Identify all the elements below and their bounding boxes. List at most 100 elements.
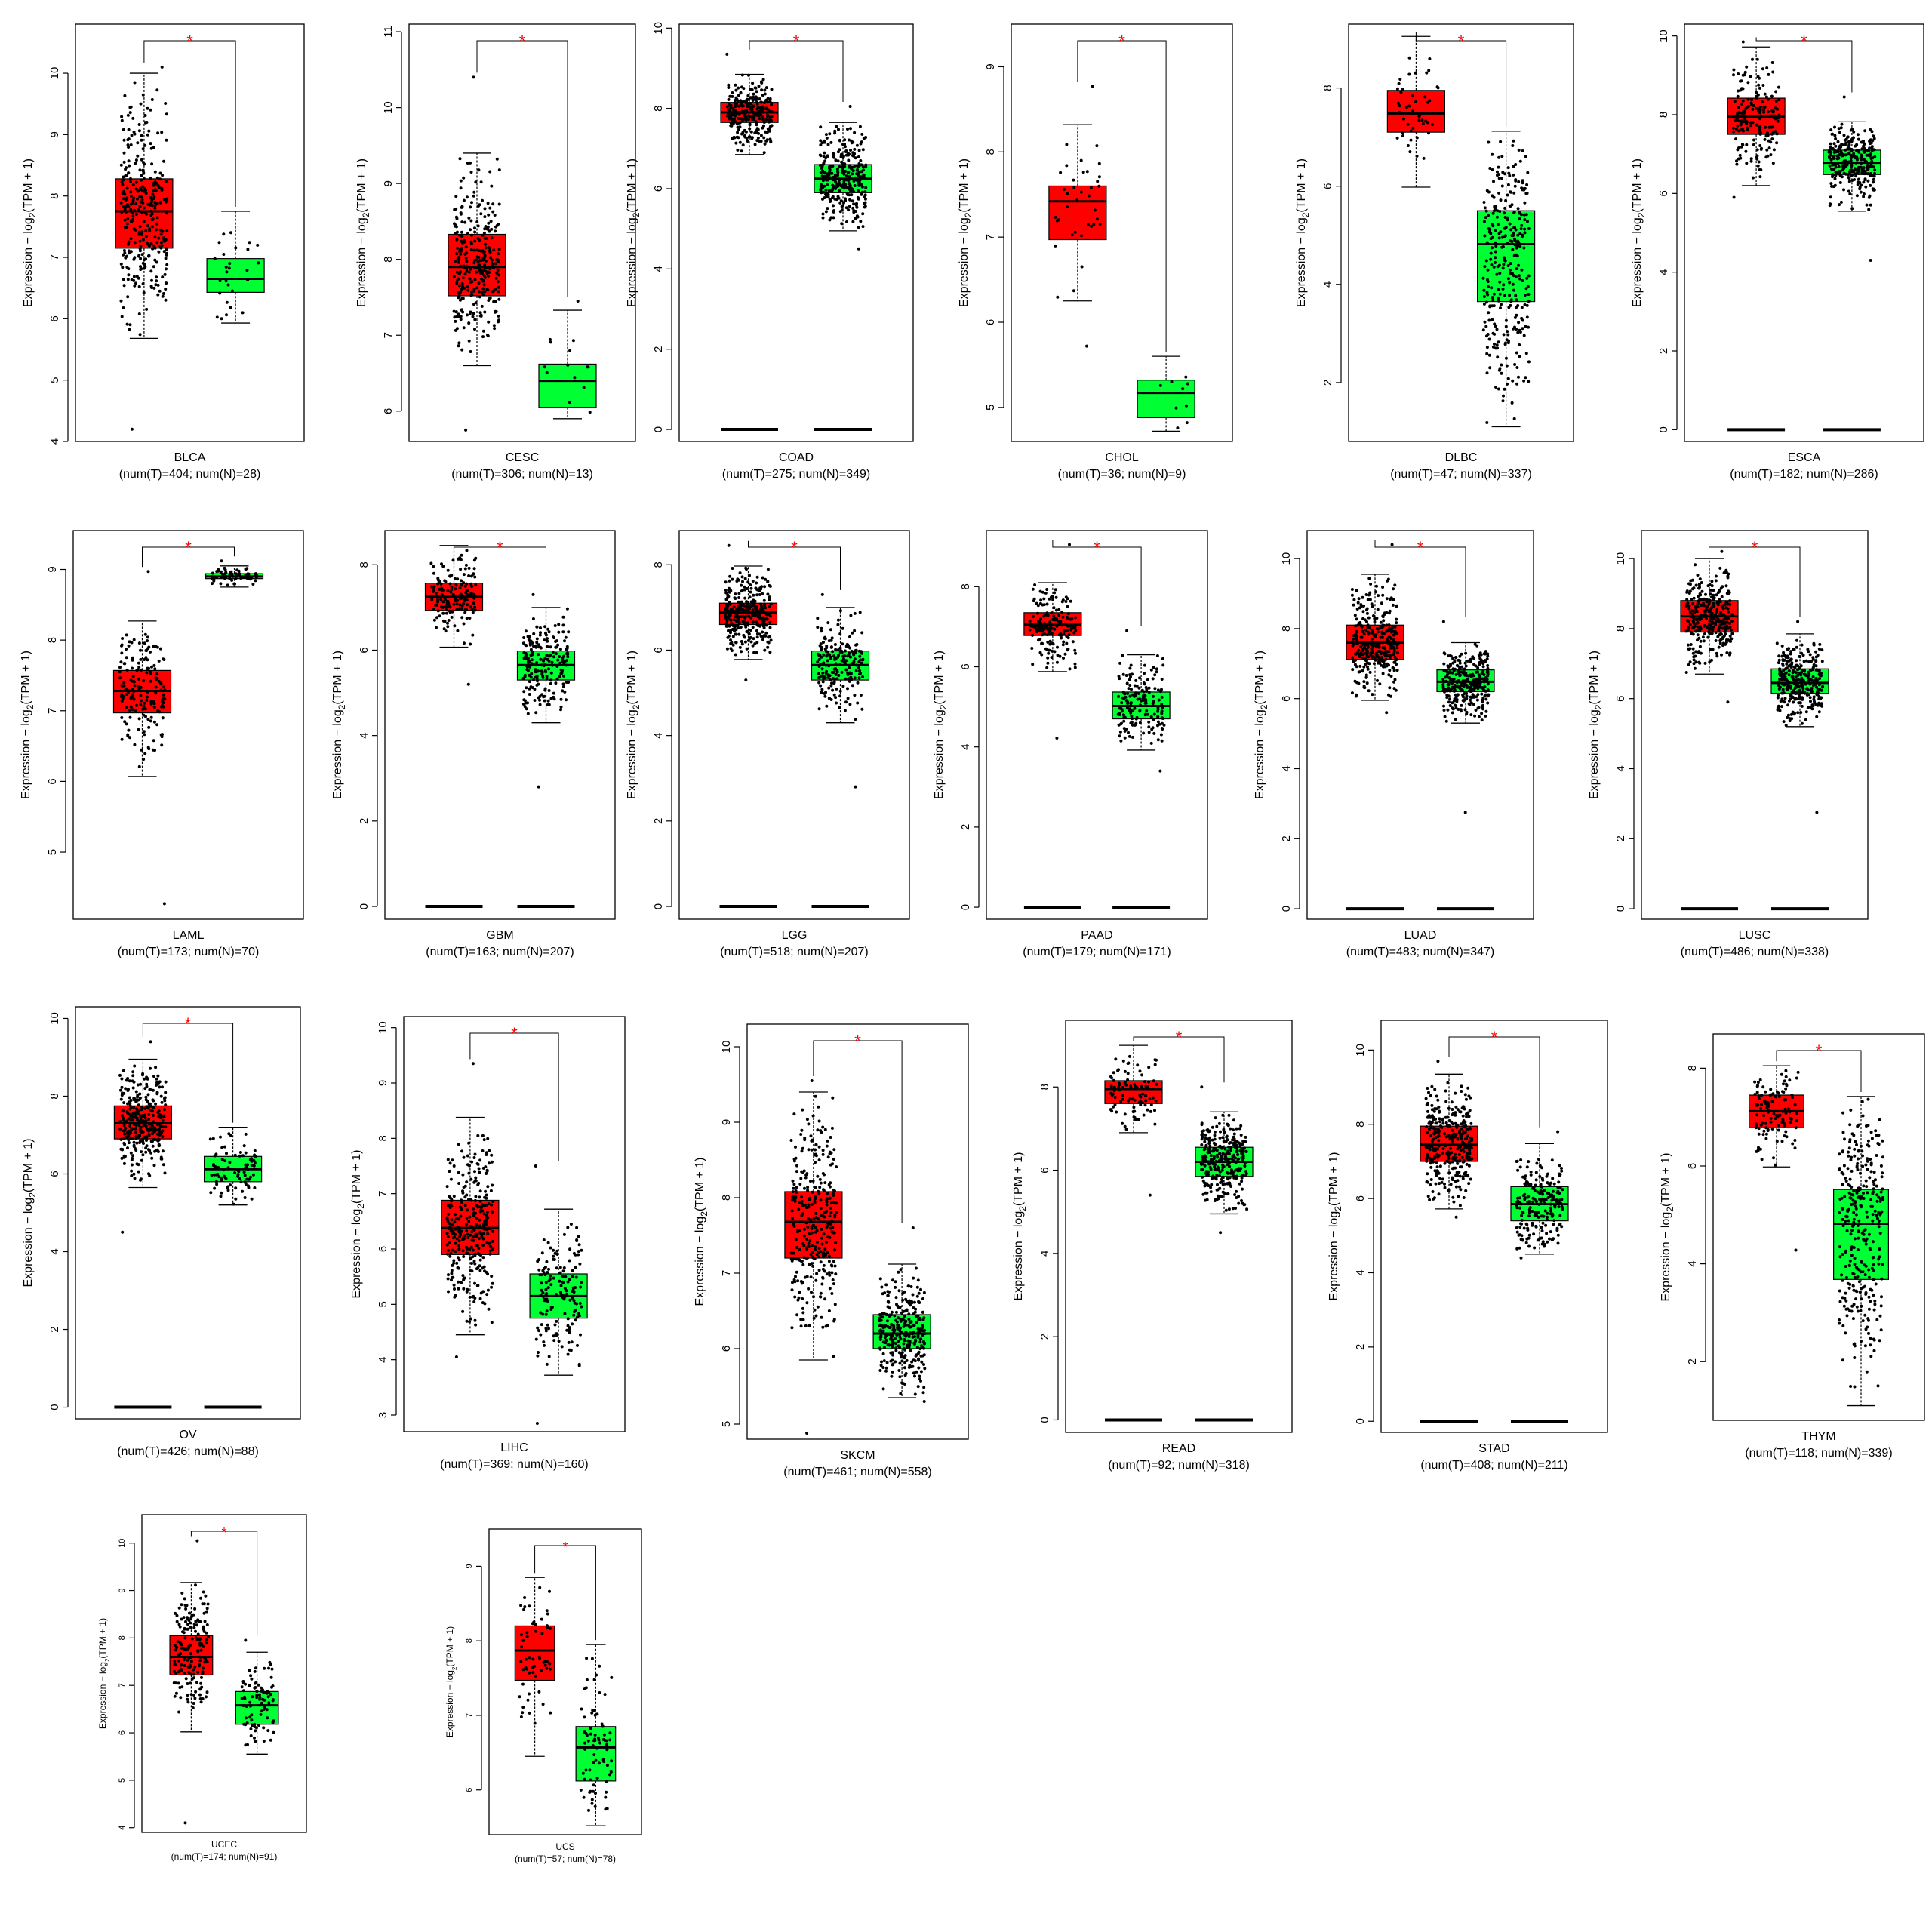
tumor-point (1090, 224, 1094, 228)
tumor-point (1356, 601, 1360, 605)
tumor-point (1718, 611, 1722, 615)
significance-bracket (476, 40, 568, 297)
normal-point (858, 611, 862, 614)
tumor-point (137, 232, 141, 236)
y-tick-label: 8 (48, 193, 61, 199)
normal-point (1836, 171, 1840, 175)
normal-point (1506, 193, 1509, 197)
normal-point (526, 660, 530, 663)
tumor-point (465, 617, 469, 620)
normal-point (1497, 173, 1501, 177)
normal-point (568, 349, 572, 352)
normal-point (1495, 215, 1499, 219)
normal-point (539, 646, 543, 650)
tumor-point (1691, 578, 1694, 582)
tumor-point (1073, 662, 1077, 666)
tumor-point (1700, 589, 1704, 593)
normal-point (534, 645, 538, 649)
tumor-point (454, 225, 458, 229)
normal-point (1506, 341, 1510, 345)
normal-point (1493, 205, 1497, 208)
tumor-point (760, 618, 764, 622)
tumor-point (1736, 148, 1740, 152)
tumor-point (1731, 126, 1735, 130)
normal-point (545, 676, 549, 680)
tumor-point (459, 568, 463, 571)
tumor-point (497, 202, 501, 206)
normal-point (847, 138, 851, 142)
tumor-point (142, 291, 146, 294)
tumor-point (1350, 593, 1354, 597)
tumor-point (153, 204, 157, 208)
tumor-point (1767, 72, 1770, 76)
tumor-point (472, 592, 476, 596)
tumor-point (1035, 601, 1038, 605)
normal-point (1458, 666, 1462, 669)
normal-point (1486, 293, 1490, 297)
tumor-point (481, 279, 485, 283)
normal-point (1491, 211, 1495, 215)
tumor-point (1057, 633, 1061, 637)
tumor-point (1395, 136, 1399, 140)
tumor-point (137, 129, 141, 133)
tumor-point (1073, 230, 1077, 234)
tumor-point (734, 592, 737, 596)
normal-point (1863, 172, 1866, 176)
tumor-point (737, 596, 741, 599)
tumor-point (444, 605, 448, 608)
normal-point (558, 648, 562, 651)
tumor-point (1760, 146, 1763, 150)
normal-point (1186, 382, 1189, 386)
tumor-point (1691, 602, 1694, 606)
normal-point (1488, 167, 1492, 170)
normal-point (822, 641, 825, 644)
y-tick-label: 8 (652, 105, 665, 111)
tumor-point (1391, 603, 1395, 607)
normal-point (825, 704, 829, 708)
normal-point (1524, 352, 1528, 355)
tumor-point (465, 260, 469, 263)
tumor-point (731, 567, 734, 570)
normal-point (853, 694, 857, 697)
tumor-point (471, 611, 475, 614)
normal-point (1152, 712, 1156, 716)
tumor-point (1380, 601, 1383, 605)
tumor-point (430, 598, 434, 601)
normal-point (1483, 652, 1487, 656)
normal-point (215, 315, 219, 319)
normal-point (1498, 292, 1502, 296)
normal-point (546, 699, 550, 703)
normal-point (1502, 333, 1506, 337)
tumor-point (729, 106, 733, 110)
tumor-point (165, 248, 168, 251)
normal-point (1454, 667, 1457, 671)
tumor-point (150, 286, 153, 289)
normal-point (546, 645, 549, 648)
tumor-point (1351, 668, 1355, 672)
tumor-point (1376, 608, 1380, 611)
normal-point (566, 363, 570, 367)
normal-point (521, 677, 525, 680)
tumor-point (757, 114, 761, 118)
tumor-point (1741, 99, 1745, 103)
tumor-point (1393, 632, 1397, 636)
tumor-point (1760, 100, 1764, 104)
normal-point (863, 201, 867, 205)
normal-point (1474, 670, 1478, 674)
normal-point (528, 673, 531, 677)
tumor-point (1775, 141, 1779, 145)
tumor-point (469, 281, 472, 284)
normal-point (856, 215, 860, 219)
normal-point (1506, 333, 1510, 337)
tumor-point (1407, 72, 1411, 76)
tumor-point (475, 258, 478, 262)
significance-bracket (142, 546, 235, 568)
tumor-point (1422, 156, 1426, 160)
tumor-point (1357, 670, 1361, 674)
normal-point (546, 639, 549, 643)
tumor-point (734, 120, 737, 124)
plot-frame (72, 530, 304, 920)
tumor-point (739, 91, 743, 95)
tumor-point (759, 140, 763, 143)
